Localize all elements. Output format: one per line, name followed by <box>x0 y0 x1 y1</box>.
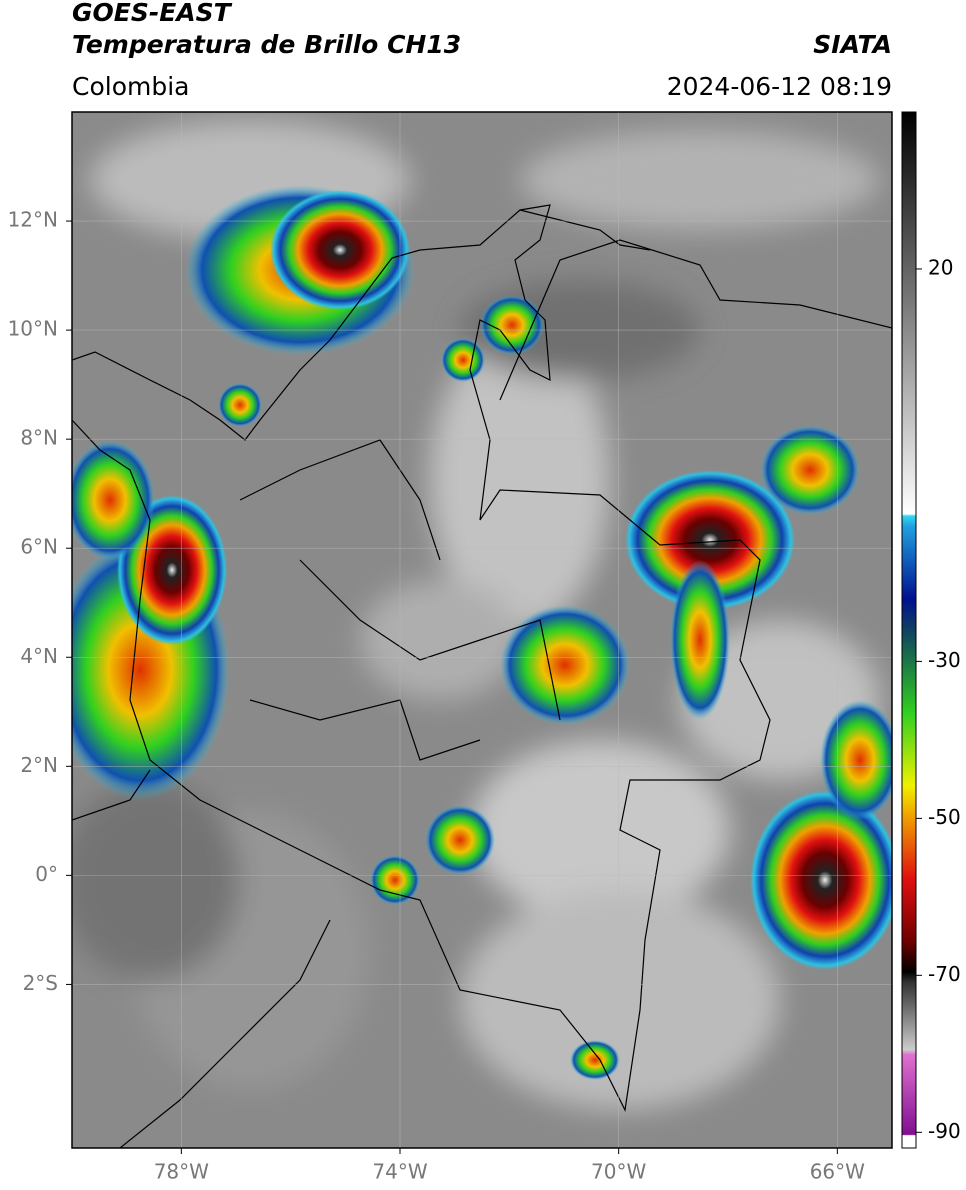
colorbar-tick-label: -70 <box>928 962 961 986</box>
grid <box>72 112 892 1148</box>
subtitle: Temperatura de Brillo CH13 <box>72 30 462 59</box>
region: Colombia <box>72 72 190 101</box>
y-tick-label: 0° <box>35 862 58 886</box>
y-tick-label: 4°N <box>20 644 58 668</box>
x-tick-label: 78°W <box>154 1160 209 1184</box>
y-tick-label: 2°N <box>20 753 58 777</box>
x-tick-label: 66°W <box>810 1160 865 1184</box>
x-tick-label: 70°W <box>591 1160 646 1184</box>
colorbar-tick-label: -90 <box>928 1119 961 1143</box>
imagery <box>72 112 892 1148</box>
source: SIATA <box>813 30 892 59</box>
x-tick-label: 74°W <box>372 1160 427 1184</box>
y-tick-label: 8°N <box>20 426 58 450</box>
y-tick-label: 2°S <box>23 971 58 995</box>
y-tick-label: 6°N <box>20 535 58 559</box>
colorbar-tick-label: 20 <box>928 255 953 279</box>
timestamp: 2024-06-12 08:19 <box>666 72 892 101</box>
y-tick-label: 10°N <box>8 317 58 341</box>
colorbar-tick-label: -50 <box>928 805 961 829</box>
y-tick-label: 12°N <box>8 208 58 232</box>
colorbar <box>901 111 917 1149</box>
map-frame <box>71 111 893 1149</box>
title: GOES-EAST <box>72 0 231 27</box>
colorbar-tick-label: -30 <box>928 648 961 672</box>
